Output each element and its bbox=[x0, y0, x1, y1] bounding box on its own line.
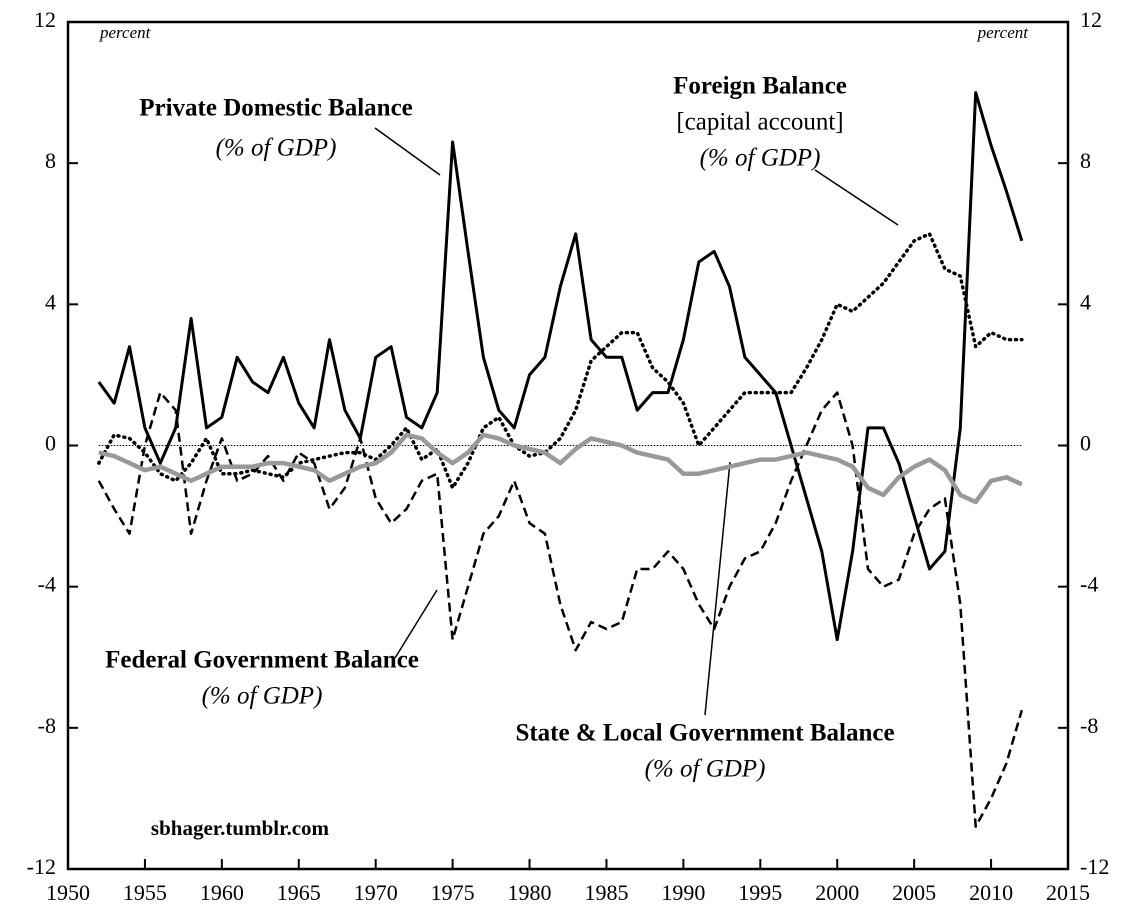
y-tick-label: -12 bbox=[27, 854, 56, 879]
y2-tick-label: -8 bbox=[1080, 713, 1098, 738]
y2-tick-label: -4 bbox=[1080, 572, 1098, 597]
pointer bbox=[704, 461, 731, 716]
x-tick-label: 1955 bbox=[123, 880, 167, 905]
annotation: [capital account] bbox=[676, 109, 843, 136]
pointers bbox=[374, 127, 899, 716]
pointer bbox=[814, 169, 899, 226]
y2-tick-label: 8 bbox=[1080, 148, 1091, 173]
x-tick-label: 1975 bbox=[431, 880, 475, 905]
x-tick-label: 2010 bbox=[969, 880, 1013, 905]
x-tick-label: 1995 bbox=[738, 880, 782, 905]
series-line bbox=[97, 391, 1024, 828]
pointer bbox=[394, 589, 438, 659]
y-tick-label: 12 bbox=[34, 7, 56, 32]
x-tick-label: 2015 bbox=[1046, 880, 1090, 905]
annotation: (% of GDP) bbox=[700, 145, 821, 172]
x-tick-label: 1950 bbox=[46, 880, 90, 905]
source: sbhager.tumblr.com bbox=[151, 816, 330, 840]
annotation: (% of GDP) bbox=[202, 683, 323, 710]
x-tick-label: 1990 bbox=[661, 880, 705, 905]
y-tick-label: -8 bbox=[38, 713, 56, 738]
x-tick-label: 1965 bbox=[277, 880, 321, 905]
x-tick-label: 1970 bbox=[354, 880, 398, 905]
y2-label: percent bbox=[977, 23, 1030, 42]
series-line bbox=[98, 432, 1023, 505]
annotation: Foreign Balance bbox=[673, 73, 847, 100]
series-line bbox=[97, 232, 1024, 490]
x-tick-label: 2005 bbox=[892, 880, 936, 905]
series-line bbox=[97, 91, 1024, 642]
annotation: (% of GDP) bbox=[645, 756, 766, 783]
y-tick-label: -4 bbox=[38, 572, 56, 597]
x-tick-label: 1985 bbox=[584, 880, 628, 905]
y2-tick-label: -12 bbox=[1080, 854, 1109, 879]
y2-tick-label: 4 bbox=[1080, 289, 1091, 314]
annotation: Federal Government Balance bbox=[105, 647, 419, 674]
x-tick-label: 1980 bbox=[508, 880, 552, 905]
y-label: percent bbox=[99, 23, 152, 42]
x-tick-label: 1960 bbox=[200, 880, 244, 905]
y-tick-label: 0 bbox=[45, 431, 56, 456]
annotation: Private Domestic Balance bbox=[139, 95, 413, 122]
pointer bbox=[374, 127, 441, 176]
y-tick-label: 4 bbox=[45, 289, 56, 314]
y2-tick-label: 0 bbox=[1080, 431, 1091, 456]
annotation: (% of GDP) bbox=[216, 135, 337, 162]
annotation: State & Local Government Balance bbox=[515, 720, 894, 747]
x-tick-label: 2000 bbox=[815, 880, 859, 905]
y2-tick-label: 12 bbox=[1080, 7, 1102, 32]
y-tick-label: 8 bbox=[45, 148, 56, 173]
